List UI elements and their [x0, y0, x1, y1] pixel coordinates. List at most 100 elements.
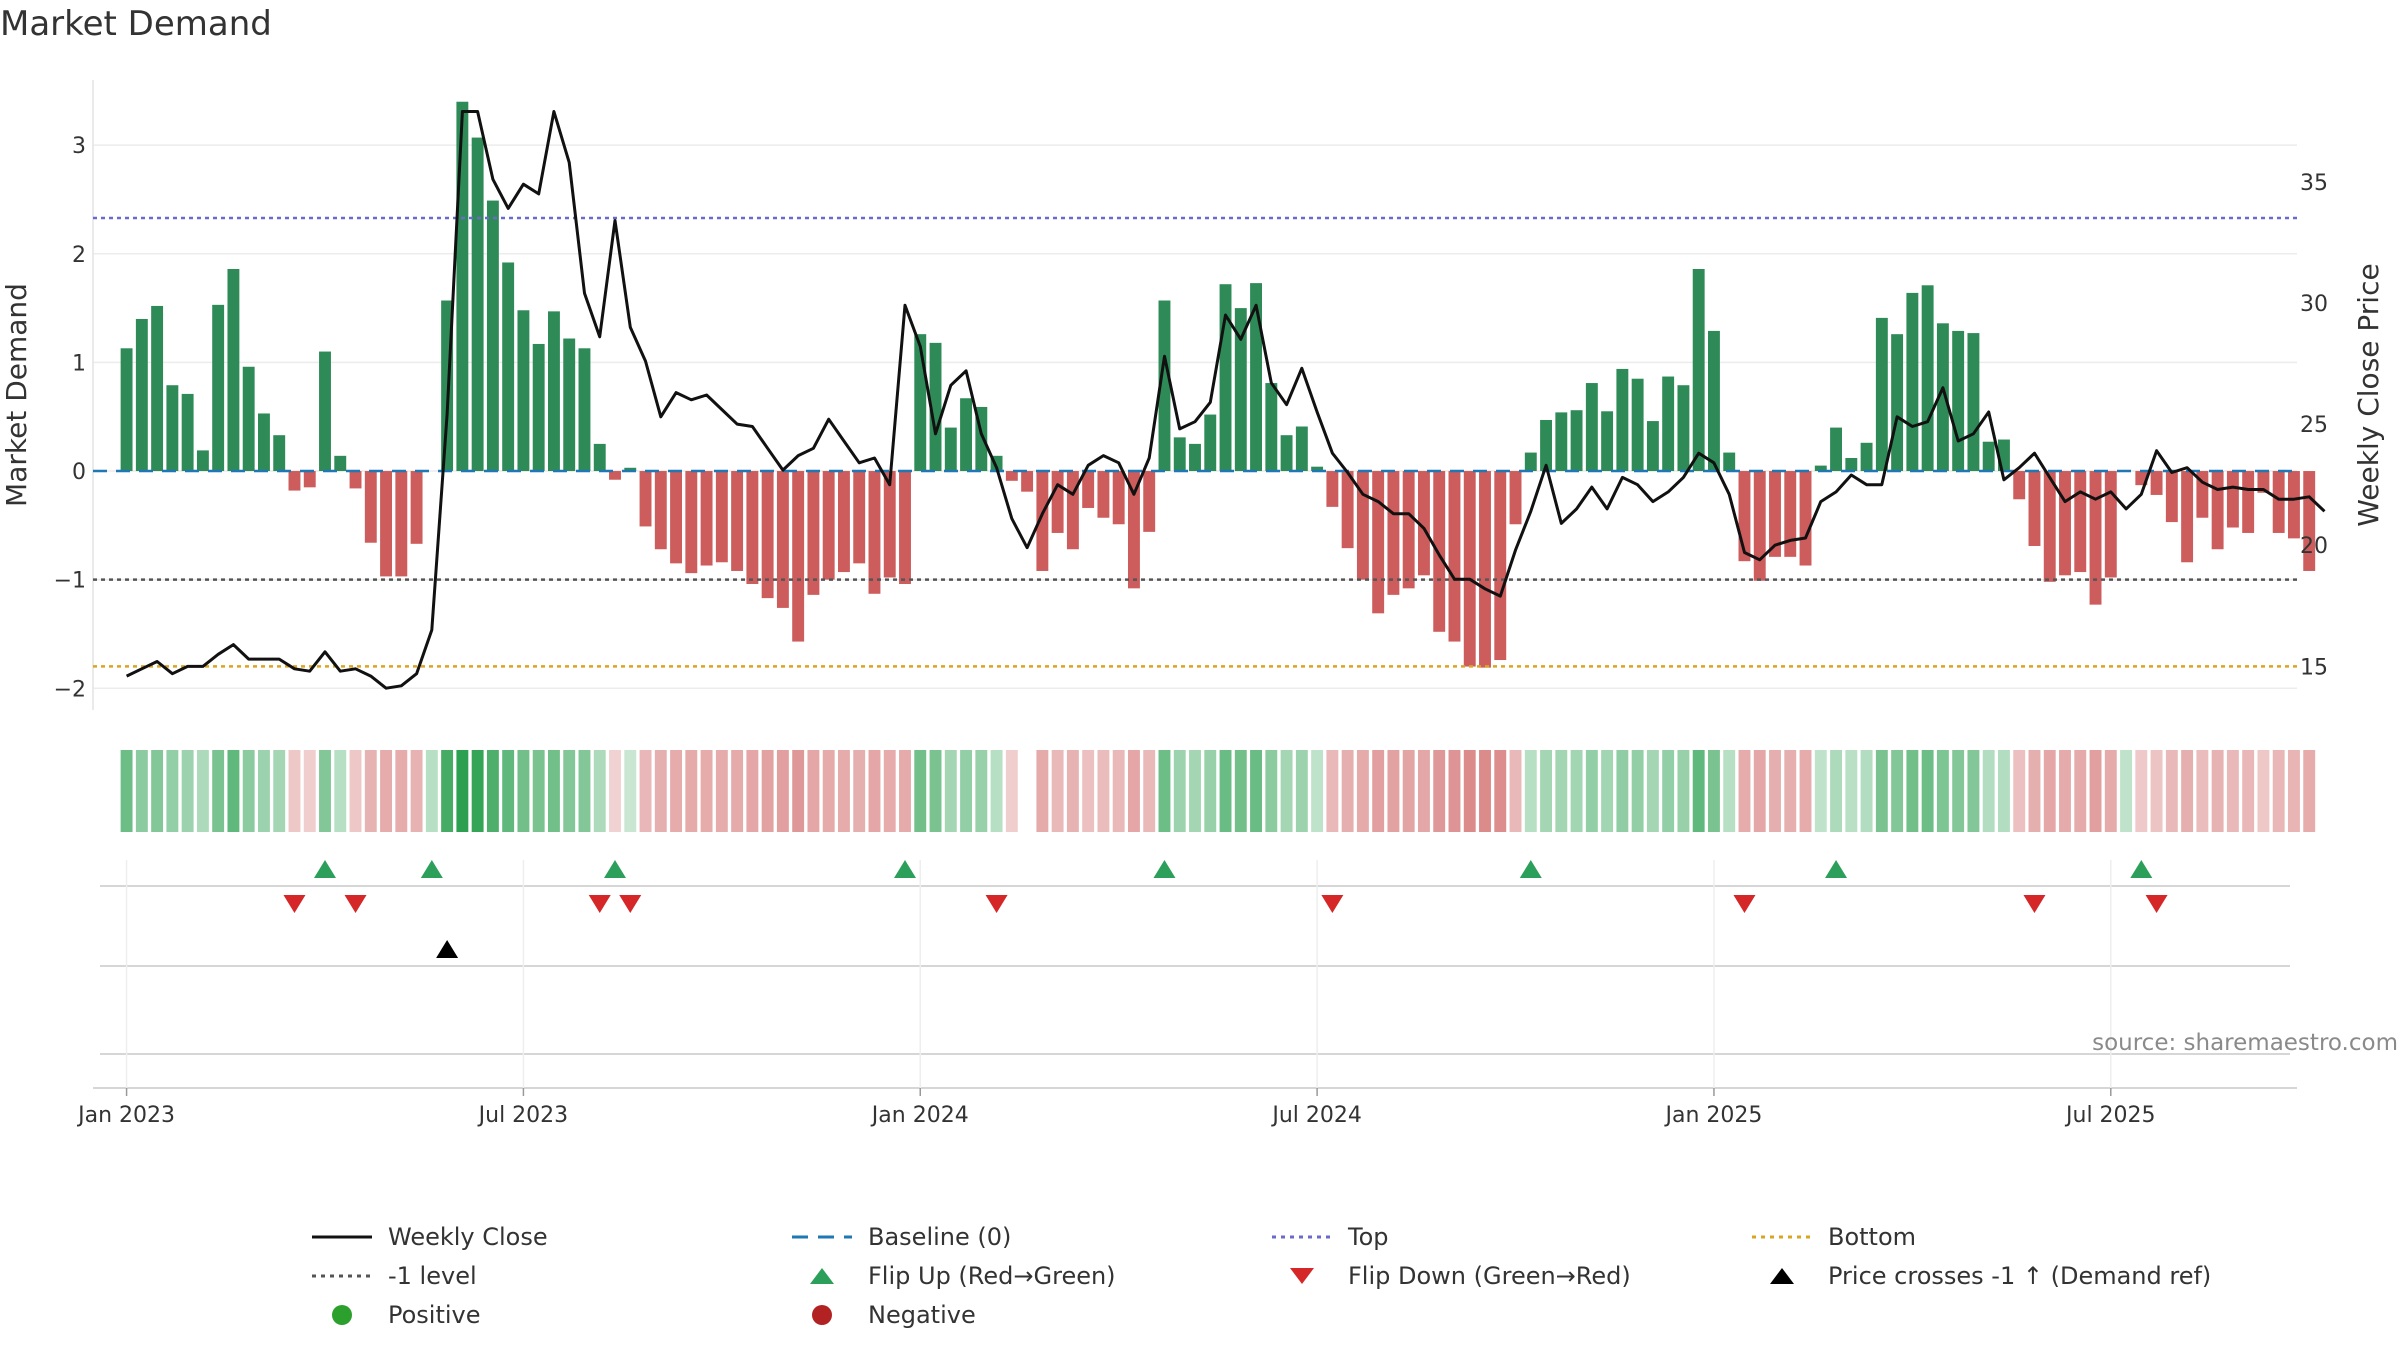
demand-bar — [715, 471, 728, 563]
demand-bar — [2074, 471, 2087, 573]
x-tick-label: Jan 2025 — [1663, 1103, 1762, 1128]
heat-strip-cell — [2211, 750, 2224, 832]
demand-bar — [929, 342, 942, 472]
heat-strip-cell — [2303, 750, 2316, 832]
demand-bar — [2150, 471, 2163, 495]
heat-strip-cell — [1677, 750, 1690, 832]
heat-strip-cell — [502, 750, 515, 832]
flip-down-marker — [1733, 895, 1756, 913]
heat-strip-cell — [1326, 750, 1339, 832]
demand-bar — [1860, 442, 1873, 472]
heat-strip-cell — [2028, 750, 2041, 832]
heat-strip-cell — [1540, 750, 1553, 832]
demand-bar — [349, 471, 362, 489]
demand-bar — [883, 471, 896, 578]
demand-bar — [1677, 385, 1690, 472]
demand-bar — [547, 311, 560, 472]
heat-strip-cell — [2089, 750, 2102, 832]
heat-strip-cell — [1479, 750, 1491, 832]
heat-strip-cell — [822, 750, 835, 832]
demand-bar — [1280, 435, 1293, 472]
heat-strip-cell — [715, 750, 728, 832]
heat-strip-cell — [1204, 750, 1217, 832]
flip-down-marker — [344, 895, 367, 913]
flip-down-marker — [588, 895, 611, 913]
demand-bar — [212, 304, 225, 472]
flip-down-marker — [2023, 895, 2046, 913]
demand-bar — [1036, 471, 1049, 571]
heat-strip-cell — [1891, 750, 1904, 832]
heat-strip-cell — [532, 750, 545, 832]
heat-strip-cell — [2074, 750, 2087, 832]
demand-bar — [853, 471, 866, 564]
heat-strip-cell — [1509, 750, 1522, 832]
heat-strip-cell — [1158, 750, 1171, 832]
heat-strip-cell — [1433, 750, 1446, 832]
flip-up-marker — [604, 860, 626, 878]
demand-bar — [731, 471, 744, 571]
flip-up-marker — [314, 860, 336, 878]
heat-strip-cell — [257, 750, 270, 832]
heat-strip-cell — [807, 750, 820, 832]
demand-bar — [1463, 471, 1476, 667]
demand-bar — [395, 471, 408, 577]
heat-strip-cell — [1066, 750, 1079, 832]
heat-strip-cell — [410, 750, 423, 832]
demand-bar — [1616, 368, 1629, 472]
demand-bar — [2013, 471, 2026, 500]
heat-strip-cell — [2181, 750, 2194, 832]
demand-bar — [1204, 414, 1217, 472]
heat-strip-cell — [654, 750, 667, 832]
heat-strip-cell — [1875, 750, 1888, 832]
y-axis-label: Market Demand — [0, 283, 33, 507]
demand-bar — [181, 393, 194, 472]
demand-bar — [1799, 471, 1812, 566]
demand-bar — [700, 471, 713, 566]
demand-bar — [1921, 285, 1934, 472]
heat-strip-cell — [624, 750, 637, 832]
weekly-close-line — [125, 110, 2326, 690]
demand-bar — [2104, 471, 2117, 578]
heat-strip-cell — [2013, 750, 2026, 832]
heat-strip-cell — [1921, 750, 1934, 832]
demand-bar — [1005, 471, 1018, 481]
demand-bar — [1219, 284, 1232, 472]
demand-bar — [563, 338, 576, 472]
demand-bar — [1082, 471, 1095, 508]
demand-bar — [2257, 471, 2270, 493]
demand-bar — [1692, 269, 1705, 472]
heat-strip-cell — [899, 750, 911, 832]
demand-bar — [1356, 471, 1369, 580]
heat-strip-cell — [196, 750, 209, 832]
heat-strip-cell — [425, 750, 438, 832]
demand-bar — [1417, 471, 1430, 576]
heat-strip-cell — [700, 750, 713, 832]
heat-strip-cell — [1082, 750, 1095, 832]
heat-strip-cell — [486, 750, 499, 832]
demand-bar — [1189, 443, 1201, 472]
demand-bar — [1265, 383, 1278, 472]
demand-bar — [303, 471, 316, 488]
demand-bar — [166, 385, 179, 472]
heat-strip-cell — [1616, 750, 1629, 832]
demand-bar — [1250, 283, 1263, 472]
heat-strip-cell — [334, 750, 347, 832]
demand-bar — [151, 305, 164, 472]
heat-strip-cell — [364, 750, 377, 832]
demand-bar — [654, 471, 667, 550]
demand-bar — [1051, 471, 1064, 533]
page-title: Market Demand — [0, 4, 272, 44]
demand-bar — [1891, 334, 1904, 472]
demand-bar — [670, 471, 683, 564]
heat-strip-cell — [1051, 750, 1064, 832]
flip-down-marker — [2145, 895, 2168, 913]
demand-bar — [2181, 471, 2194, 563]
demand-bar — [1509, 471, 1522, 525]
demand-bar — [2272, 471, 2285, 533]
demand-bar — [2028, 471, 2041, 546]
heat-strip-cell — [441, 750, 454, 832]
demand-bar — [822, 471, 835, 580]
demand-bar — [380, 471, 393, 577]
